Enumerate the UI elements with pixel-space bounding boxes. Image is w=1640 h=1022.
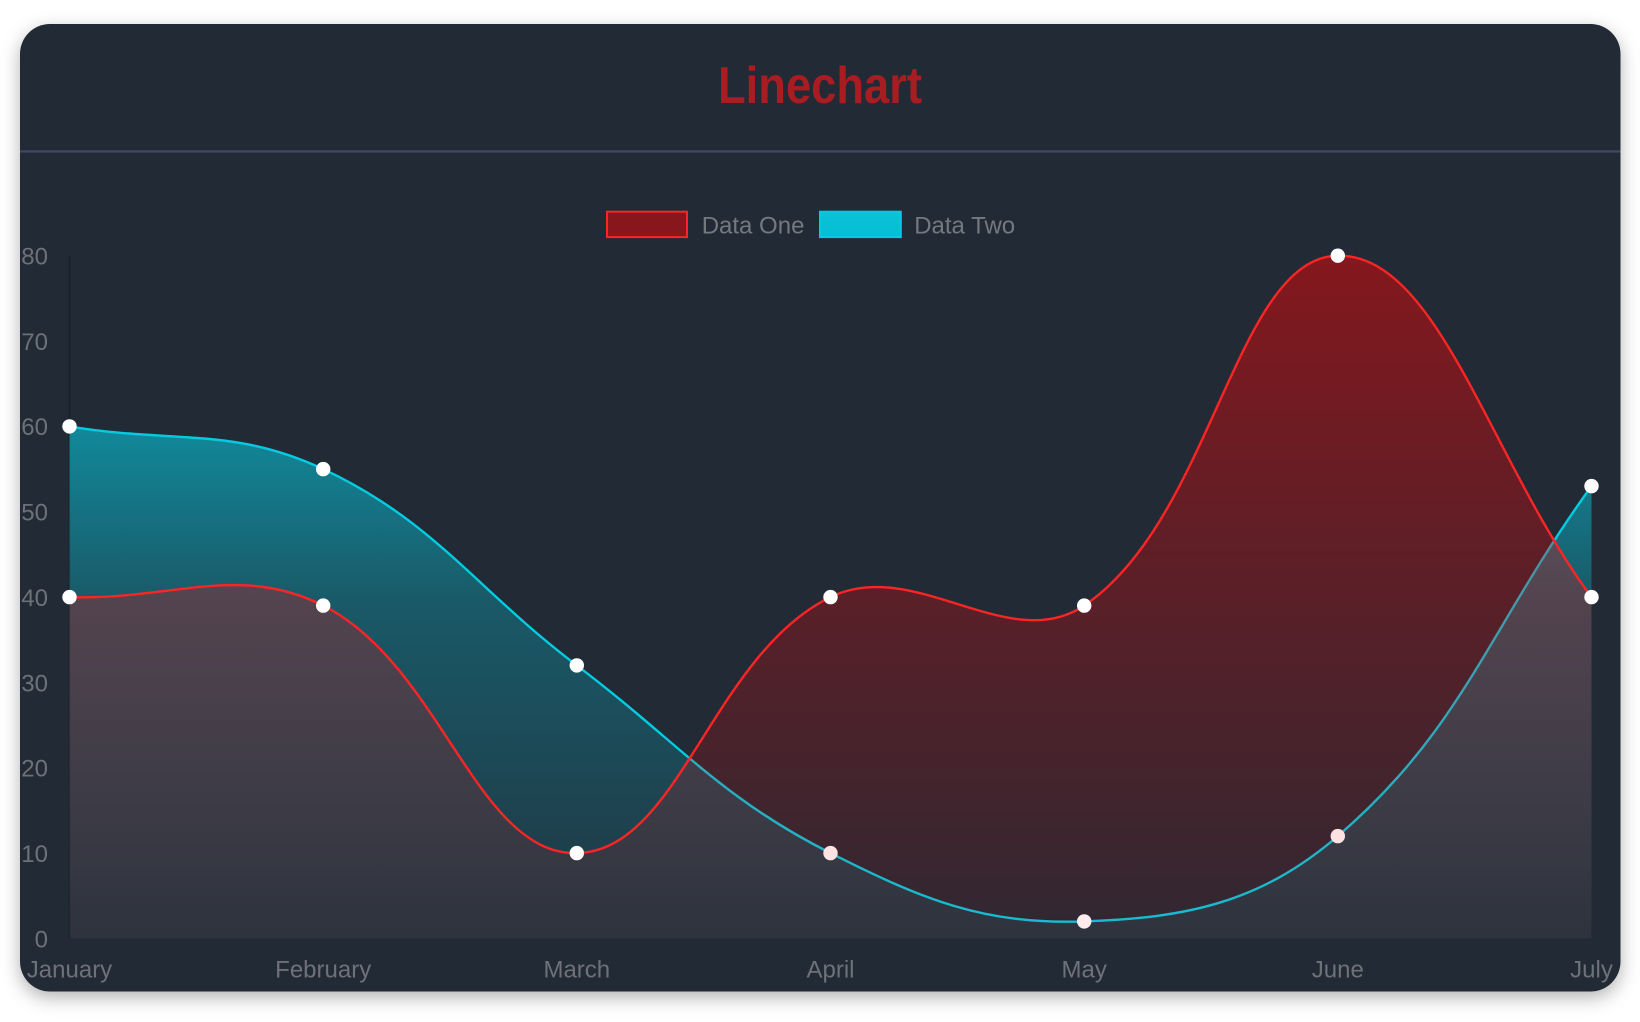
svg-text:10: 10: [21, 841, 48, 868]
svg-text:May: May: [1062, 957, 1107, 984]
svg-text:March: March: [543, 957, 610, 984]
svg-text:0: 0: [35, 926, 48, 953]
svg-text:30: 30: [21, 670, 48, 697]
svg-text:40: 40: [21, 585, 48, 612]
svg-text:June: June: [1312, 957, 1364, 984]
svg-text:January: January: [27, 957, 112, 984]
svg-text:July: July: [1570, 957, 1613, 984]
svg-text:April: April: [806, 957, 854, 984]
svg-text:60: 60: [21, 414, 48, 441]
svg-text:Data One: Data One: [702, 212, 805, 239]
svg-text:70: 70: [21, 329, 48, 356]
svg-text:February: February: [275, 957, 371, 984]
svg-text:20: 20: [21, 756, 48, 783]
svg-text:80: 80: [21, 244, 48, 271]
svg-text:50: 50: [21, 500, 48, 527]
svg-text:Data Two: Data Two: [914, 212, 1015, 239]
svg-text:Linechart: Linechart: [718, 57, 922, 115]
